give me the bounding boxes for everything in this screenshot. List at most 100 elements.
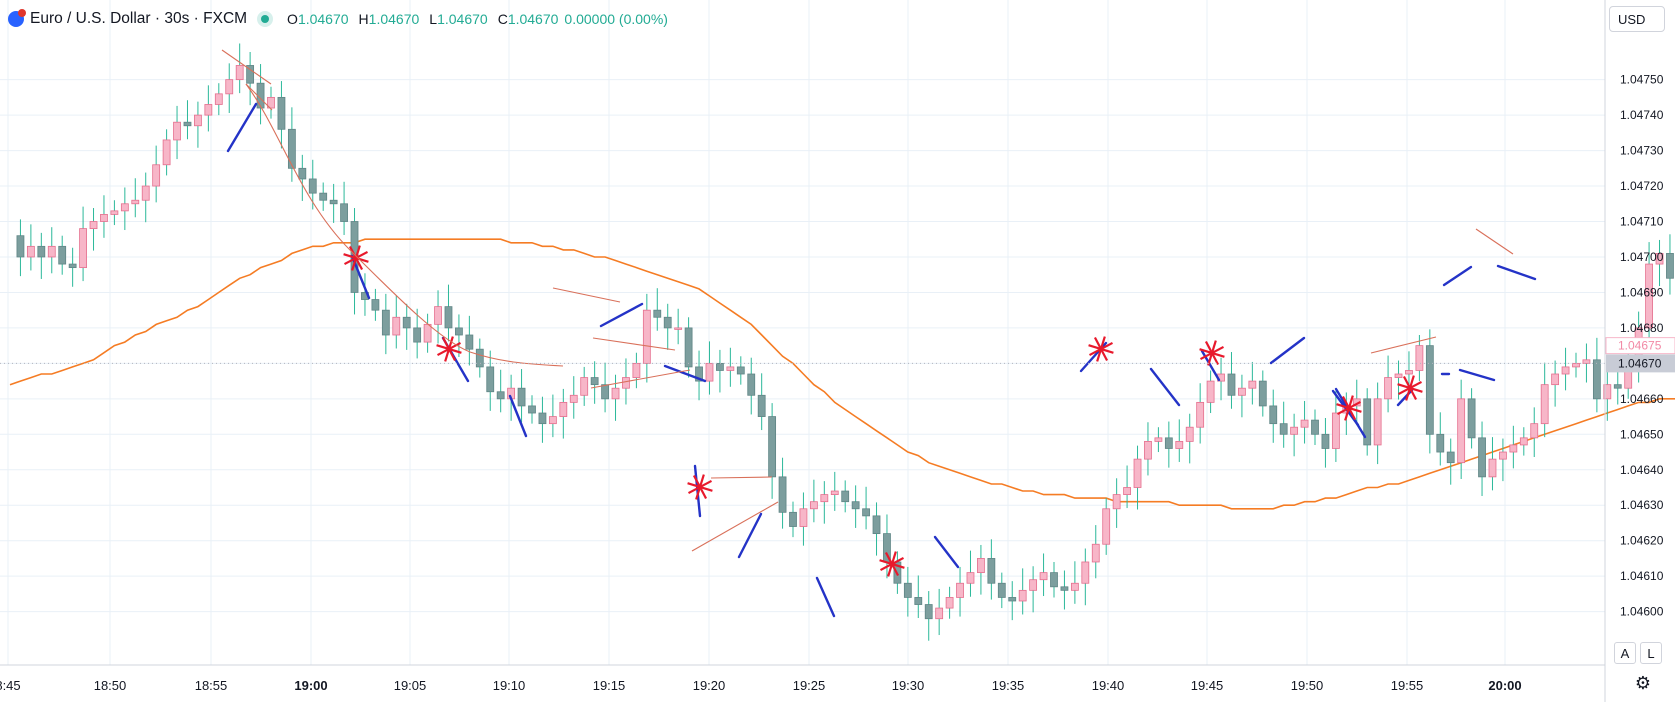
log-scale-button[interactable]: L	[1640, 642, 1662, 664]
currency-selector[interactable]: USD	[1609, 6, 1665, 32]
candle-body	[434, 306, 442, 325]
trend-line	[552, 287, 621, 303]
symbol-flag-icon	[8, 9, 26, 27]
blue-marker-line	[1149, 367, 1181, 407]
candle-body	[110, 210, 119, 215]
candle-body	[204, 104, 213, 116]
market-status-icon	[261, 15, 270, 23]
candle-body	[1488, 458, 1497, 478]
candle-body	[653, 309, 662, 318]
red-star-marker	[879, 551, 905, 577]
ma-line	[9, 238, 1675, 510]
candle-body	[1540, 384, 1549, 425]
candle-body	[89, 221, 98, 230]
price-tick-label: 1.04650	[1620, 427, 1664, 441]
price-tick-label: 1.04610	[1620, 569, 1664, 583]
close-label: C	[497, 11, 508, 27]
price-tick-label: 1.04710	[1620, 215, 1664, 229]
candle-body	[173, 121, 181, 141]
auto-scale-button[interactable]: A	[1614, 642, 1636, 664]
time-tick-label: 20:00	[1488, 678, 1521, 693]
candle-body	[1290, 426, 1299, 435]
candle-body	[1645, 263, 1653, 329]
trend-line	[592, 337, 676, 351]
symbol-title[interactable]: Euro / U.S. Dollar · 30s · FXCM	[30, 10, 248, 27]
candle-body	[1499, 451, 1507, 460]
candle-body	[1185, 426, 1194, 442]
time-tick-label: 19:30	[892, 678, 925, 693]
low-value: 1.04670	[437, 11, 488, 27]
candle-body	[1321, 433, 1330, 449]
trend-line	[590, 369, 691, 389]
candle-body	[496, 391, 505, 400]
candle-body	[903, 582, 912, 598]
candle-body	[267, 96, 275, 109]
chart-drawings	[0, 49, 1605, 618]
candle-body	[997, 582, 1006, 598]
time-tick-label: 19:10	[493, 678, 526, 693]
candle-body	[695, 366, 703, 382]
price-tick-label: 1.04720	[1620, 179, 1664, 193]
blue-marker-line	[599, 302, 644, 328]
candle-body	[1467, 398, 1476, 439]
candle-body	[684, 327, 693, 368]
candle-body	[580, 377, 589, 396]
candle-body	[768, 416, 777, 478]
candle-body	[528, 405, 536, 414]
candle-body	[1102, 508, 1111, 545]
blue-marker-line	[1496, 264, 1537, 281]
candle-body	[1123, 487, 1131, 495]
candle-body	[559, 401, 568, 417]
candle-body	[1572, 362, 1580, 368]
candle-body	[1164, 437, 1173, 449]
price-tick-label: 1.04620	[1620, 534, 1664, 548]
candle-body	[120, 203, 129, 212]
candle-body	[1091, 543, 1100, 563]
settings-gear-icon[interactable]: ⚙	[1634, 673, 1652, 693]
candle-body	[1363, 398, 1372, 446]
price-tick-label: 1.04690	[1620, 285, 1664, 299]
blue-marker-line	[508, 394, 528, 438]
candle-body	[1300, 419, 1309, 428]
candle-body	[392, 316, 401, 336]
high-label: H	[358, 11, 369, 27]
trend-line	[691, 501, 779, 552]
red-star-marker	[687, 474, 713, 500]
candle-body	[632, 362, 641, 378]
red-star-marker	[343, 245, 369, 271]
candle-body	[1133, 458, 1142, 488]
candle-body	[517, 387, 526, 407]
high-value: 1.04670	[368, 11, 420, 27]
candle-body	[987, 558, 996, 584]
candle-body	[601, 384, 609, 400]
last-price-text: 1.04670	[1618, 356, 1662, 370]
candle-body	[1530, 423, 1539, 439]
curve-trend-line	[245, 83, 564, 367]
price-tick-label: 1.04630	[1620, 498, 1664, 512]
candle-body	[194, 114, 202, 127]
alt-price-tag	[1605, 337, 1675, 355]
candle-body	[455, 327, 463, 336]
candle-body	[966, 572, 975, 584]
candle-body	[1509, 444, 1518, 453]
candle-body	[830, 490, 839, 495]
time-tick-label: 19:45	[1191, 678, 1224, 693]
alt-price-text: 1.04675	[1618, 339, 1662, 353]
candle-body	[68, 263, 77, 269]
candle-body	[381, 309, 390, 336]
candle-body	[1154, 437, 1163, 442]
blue-marker-line	[1269, 336, 1306, 365]
candle-body	[1655, 253, 1664, 265]
blue-marker-line	[737, 512, 763, 559]
candle-body	[1018, 589, 1027, 602]
red-star-stroke	[687, 479, 713, 495]
candle-body	[1519, 437, 1528, 446]
trend-line	[245, 83, 273, 111]
price-tick-label: 1.04700	[1620, 250, 1664, 264]
moving-average	[9, 238, 1675, 510]
blue-marker-line	[1442, 265, 1473, 287]
red-star-stroke	[1199, 345, 1225, 361]
candle-body	[1269, 405, 1278, 425]
candle-body	[862, 508, 870, 517]
